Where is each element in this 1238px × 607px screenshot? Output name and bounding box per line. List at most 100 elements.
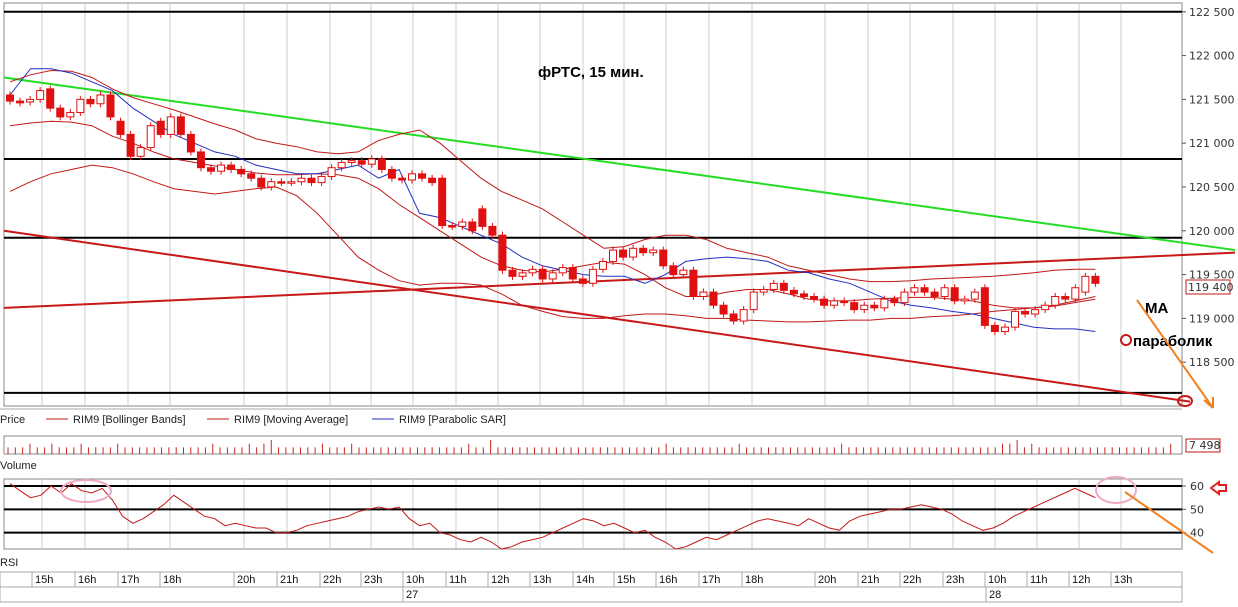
- time-label-8: 10h: [406, 574, 424, 586]
- candle-body-100: [1011, 310, 1019, 328]
- candle-body-77: [779, 282, 788, 291]
- candle-body-64: [649, 249, 658, 254]
- candle-body-3: [36, 90, 45, 100]
- candle-body-103: [1041, 304, 1050, 311]
- rsi-panel: 60 50 40 RSI: [0, 476, 1227, 569]
- time-label-22: 11h: [1030, 574, 1048, 586]
- candle-body-83: [840, 300, 849, 304]
- legend-label-3: RIM9 [Parabolic SAR]: [399, 414, 506, 426]
- candle-body-105: [1061, 295, 1070, 300]
- candle-body-101: [1021, 310, 1030, 315]
- candle-body-84: [850, 302, 859, 311]
- time-label-15: 17h: [702, 574, 720, 586]
- time-label-12: 14h: [576, 574, 594, 586]
- legend: Price RIM9 [Bollinger Bands] RIM9 [Moving …: [0, 408, 1182, 426]
- candle-body-62: [629, 247, 638, 258]
- candle-body-44: [448, 225, 457, 228]
- candle-body-88: [890, 298, 899, 304]
- candle-body-92: [930, 291, 939, 297]
- candle-body-19: [196, 151, 205, 169]
- day-label-1: 28: [989, 589, 1001, 601]
- candle-body-65: [659, 249, 668, 267]
- volume-panel: 7 498 Volume: [0, 435, 1221, 472]
- candlesticks: [6, 85, 1100, 336]
- candle-body-94: [950, 287, 959, 302]
- candle-body-43: [438, 177, 447, 227]
- red-trendline-upper: [3, 251, 1236, 309]
- candle-body-21: [217, 164, 226, 172]
- candle-body-37: [377, 158, 386, 170]
- candle-body-68: [689, 269, 698, 297]
- candle-body-107: [1081, 275, 1090, 293]
- rsi-tick-label-2: 40: [1190, 527, 1204, 540]
- candle-body-32: [327, 167, 336, 177]
- volume-bars: [7, 440, 1172, 454]
- candle-body-29: [297, 177, 306, 183]
- time-label-4: 20h: [237, 574, 255, 586]
- price-y-axis: 122 500 122 000 121 500 121 000 120 500 120 0…: [1182, 6, 1235, 369]
- price-tick-label-5: 120 000: [1189, 225, 1235, 238]
- candle-body-24: [247, 173, 256, 179]
- candle-body-1: [16, 100, 25, 104]
- time-label-10: 12h: [491, 574, 509, 586]
- candle-body-25: [257, 177, 266, 188]
- annotation-parabolic: параболик: [1133, 333, 1213, 350]
- annotation-sar-circle: [1120, 334, 1132, 346]
- annotation-ma: MA: [1145, 300, 1168, 317]
- candle-body-73: [739, 309, 748, 322]
- chart-title: фРТС, 15 мин.: [538, 64, 644, 81]
- candle-body-67: [679, 269, 688, 276]
- candle-body-74: [749, 291, 758, 311]
- candle-body-106: [1071, 287, 1080, 300]
- price-tick-label-3: 121 000: [1189, 137, 1235, 150]
- candle-body-55: [558, 267, 567, 274]
- candle-body-51: [518, 272, 527, 277]
- candle-body-99: [1000, 326, 1009, 333]
- candle-body-91: [920, 287, 929, 293]
- candle-body-71: [719, 304, 728, 315]
- time-label-3: 18h: [163, 574, 181, 586]
- price-tick-label-8: 118 500: [1189, 356, 1235, 369]
- price-tick-label-1: 122 000: [1189, 50, 1235, 63]
- candle-body-61: [619, 249, 628, 258]
- candle-body-75: [759, 288, 768, 293]
- candle-body-40: [408, 173, 416, 181]
- candle-body-98: [990, 324, 999, 333]
- candle-body-11: [116, 120, 125, 135]
- time-label-5: 21h: [280, 574, 298, 586]
- candle-body-4: [46, 88, 55, 109]
- rsi-arrow-icon: [1209, 480, 1227, 496]
- time-label-9: 11h: [449, 574, 467, 586]
- legend-label-2: RIM9 [Moving Average]: [234, 414, 348, 426]
- candle-body-57: [578, 278, 587, 284]
- candle-body-48: [488, 225, 497, 236]
- time-label-20: 23h: [946, 574, 964, 586]
- candle-body-0: [6, 94, 14, 102]
- candle-body-20: [207, 167, 215, 172]
- time-label-2: 17h: [121, 574, 139, 586]
- candle-body-63: [639, 247, 648, 254]
- candle-body-80: [810, 295, 818, 300]
- annotation-arrow-shaft: [1136, 299, 1214, 409]
- rsi-plot-frame: [3, 478, 1183, 550]
- candle-body-96: [970, 291, 979, 300]
- candle-body-66: [669, 265, 678, 276]
- time-label-18: 21h: [861, 574, 879, 586]
- rsi-ellipse-right: [1095, 476, 1137, 504]
- candle-body-93: [940, 287, 949, 297]
- candle-body-49: [498, 234, 507, 271]
- rsi-y-axis: 60 50 40: [1182, 480, 1204, 540]
- candle-body-76: [769, 282, 778, 290]
- candle-body-89: [900, 291, 909, 304]
- candle-body-54: [548, 272, 557, 280]
- candle-body-59: [598, 260, 607, 270]
- time-label-0: 15h: [35, 574, 53, 586]
- candle-body-58: [588, 268, 597, 284]
- time-label-21: 10h: [988, 574, 1006, 586]
- candle-body-14: [146, 125, 155, 149]
- price-tick-label-0: 122 500: [1189, 6, 1235, 19]
- candle-body-90: [910, 287, 919, 293]
- candle-body-10: [106, 94, 115, 118]
- last-price-label: 119 400: [1188, 281, 1234, 294]
- rsi-vertical-grid: [41, 479, 1122, 549]
